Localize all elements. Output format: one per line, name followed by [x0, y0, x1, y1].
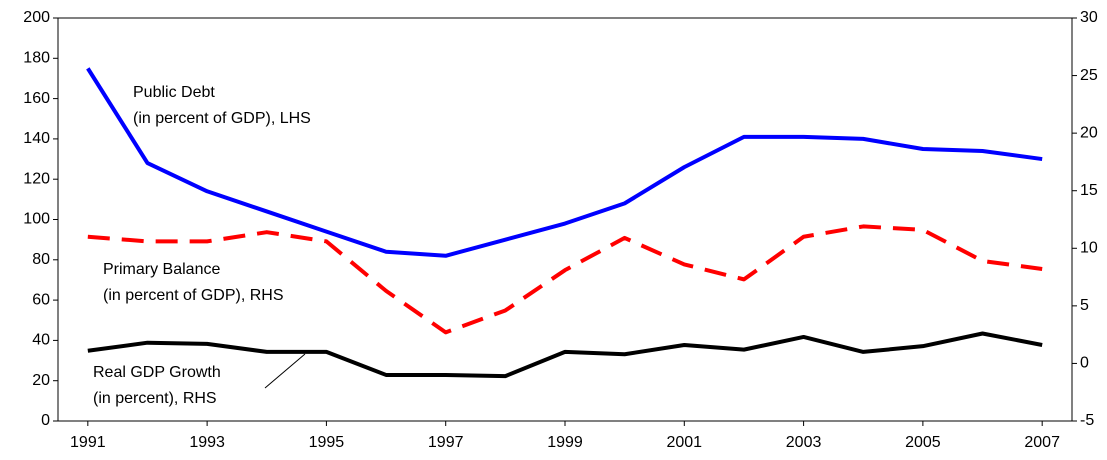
- y-tick-label: 100: [23, 211, 50, 228]
- x-tick-label: 1997: [428, 434, 464, 451]
- y-tick-label: 120: [23, 170, 50, 187]
- y2-tick-label: -5: [1080, 412, 1094, 429]
- series-line: [87, 224, 1043, 335]
- series-label: Public Debt: [133, 84, 215, 101]
- y2-tick-label: 15: [1080, 182, 1098, 199]
- y-tick-label: 140: [23, 130, 50, 147]
- y-tick-label: 80: [32, 251, 50, 268]
- x-tick-label: 1991: [70, 434, 106, 451]
- y-tick-label: 180: [23, 50, 50, 67]
- plot-frame: [57, 17, 1073, 422]
- x-tick-label: 2005: [905, 434, 941, 451]
- series-label: Primary Balance: [103, 261, 220, 278]
- y2-tick-label: 20: [1080, 124, 1098, 141]
- x-tick-label: 1999: [547, 434, 583, 451]
- x-tick-label: 1993: [189, 434, 225, 451]
- series-label: Real GDP Growth: [93, 364, 221, 381]
- y-tick-label: 0: [41, 412, 50, 429]
- y-tick-label: 160: [23, 90, 50, 107]
- y-tick-label: 40: [32, 332, 50, 349]
- y-tick-label: 60: [32, 291, 50, 308]
- leader-line: [264, 353, 306, 389]
- x-tick-label: 2001: [666, 434, 702, 451]
- x-tick-label: 2003: [786, 434, 822, 451]
- series-label: (in percent), RHS: [93, 390, 217, 407]
- y2-tick-label: 30: [1080, 9, 1098, 26]
- y2-tick-label: 25: [1080, 67, 1098, 84]
- series-line: [87, 331, 1043, 379]
- y-tick-label: 200: [23, 9, 50, 26]
- y2-tick-label: 10: [1080, 240, 1098, 257]
- y2-tick-label: 5: [1080, 297, 1089, 314]
- x-tick-label: 2007: [1024, 434, 1060, 451]
- series-label: (in percent of GDP), LHS: [133, 110, 311, 127]
- x-tick-label: 1995: [309, 434, 345, 451]
- y-tick-label: 20: [32, 372, 50, 389]
- series-line: [86, 67, 1043, 258]
- y2-tick-label: 0: [1080, 355, 1089, 372]
- series-label: (in percent of GDP), RHS: [103, 287, 284, 304]
